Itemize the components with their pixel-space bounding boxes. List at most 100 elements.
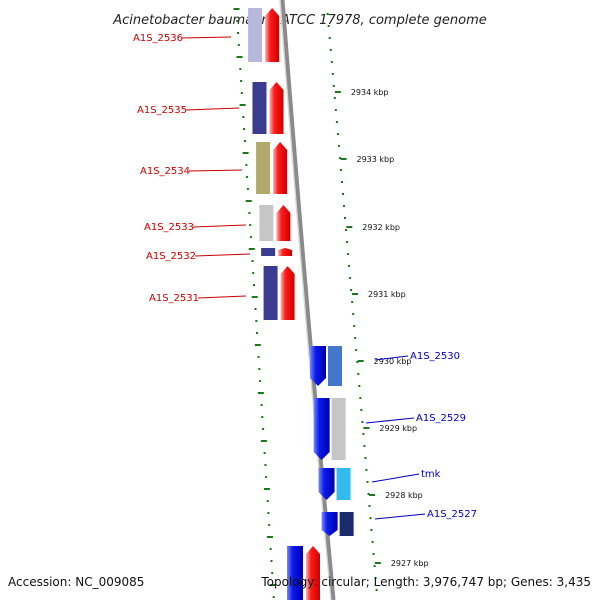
track-dot-right [349,277,352,279]
track-dot-left [269,548,272,550]
gene-label-tmk: tmk [421,469,441,480]
gene-leader-line [181,36,232,39]
track-dot-right [373,565,376,567]
track-dot-right [341,181,343,183]
track-dot-left [240,80,243,82]
track-dot-right [334,109,337,111]
track-dot-right [363,445,366,447]
cog-block-a1s_2534 [256,142,271,194]
gene-label-a1s_2531: A1S_2531 [149,293,199,304]
track-dot-right [359,397,362,399]
track-dot-right [362,433,365,435]
track-dot-left [251,260,254,262]
kbp-tick-label: 2928 kbp [385,491,423,500]
gene-label-a1s_2532: A1S_2532 [146,251,196,262]
cog-block-a1s_2529 [331,398,346,460]
track-dot-right [366,481,369,483]
cog-block-a1s_2532 [261,248,276,256]
track-dot-right [342,193,344,195]
kbp-tick-label: 2929 kbp [379,424,417,433]
track-dot-right [338,157,341,159]
track-dot-left [246,176,249,178]
kbp-tick-mark [374,562,381,564]
cog-block-a1s_2536 [248,8,263,62]
track-dot-left [239,68,242,70]
track-dot-left [257,356,260,358]
track-dot-left [248,212,251,214]
gene-leader-line [194,253,251,257]
track-dot-right [327,25,330,27]
track-dot-left [254,344,261,346]
kbp-tick-label: 2934 kbp [351,88,389,97]
forward-cds-a1s_2534 [273,142,288,194]
track-dot-left [249,224,252,226]
track-dot-right [350,289,353,291]
gene-label-a1s_2527: A1S_2527 [427,509,477,520]
gene-label-a1s_2529: A1S_2529 [416,413,466,424]
cog-block-a1s_2527 [339,512,354,536]
track-dot-right [344,217,346,219]
track-dot-left [237,32,239,34]
track-dot-right [356,361,359,363]
track-dot-right [351,301,354,303]
reverse-cds-a1s_2530 [310,346,326,386]
track-dot-left [246,188,249,190]
track-dot-right [337,145,340,147]
forward-cds-a1s_2535 [269,82,284,134]
kbp-tick-label: 2931 kbp [368,290,406,299]
gene-leader-line [374,355,409,361]
track-dot-left [253,284,255,286]
gene-label-a1s_2533: A1S_2533 [144,222,194,233]
track-dot-right [375,589,378,591]
track-dot-right [371,541,374,543]
track-dot-left [243,140,246,142]
track-dot-left [260,440,267,442]
track-dot-left [258,368,261,370]
track-dot-right [335,121,338,123]
track-dot-left [233,8,240,10]
track-dot-right [372,553,375,555]
track-dot-right [339,169,342,171]
track-dot-right [331,73,334,75]
track-dot-left [271,572,274,574]
forward-cds-a1s_2532 [278,248,293,256]
track-dot-left [260,404,263,406]
track-dot-left [236,20,239,22]
track-dot-left [263,452,266,454]
track-dot-right [365,469,368,471]
track-dot-right [355,349,358,351]
track-dot-left [254,308,257,310]
track-dot-left [240,92,243,94]
reverse-cds-a1s_2529 [313,398,330,460]
track-dot-left [266,536,273,538]
track-dot-left [265,476,268,478]
track-dot-right [364,457,367,459]
track-dot-left [236,56,243,58]
track-dot-right [358,385,361,387]
track-dot-right [345,229,347,231]
track-dot-left [255,320,258,322]
gene-features [248,8,354,600]
map-title: Acinetobacter baumannii ATCC 17978, comp… [112,13,487,28]
cog-block-tmk [336,468,351,500]
forward-cds-a1s_2533 [276,205,291,241]
track-dot-left [245,200,252,202]
reverse-cds-partial [287,546,303,600]
reverse-cds-a1s_2527 [321,512,338,536]
track-dot-left [262,428,265,430]
track-dot-right [336,133,339,135]
accession-text: Accession: NC_009085 [8,575,144,589]
track-dot-left [237,44,240,46]
kbp-tick-mark [363,427,370,429]
kbp-tick-mark [369,494,376,496]
track-dot-right [329,49,332,51]
gene-leader-line [188,169,243,172]
track-dot-right [360,409,363,411]
gene-leader-line [192,224,247,228]
forward-cds-a1s_2531 [280,266,295,320]
gene-label-a1s_2535: A1S_2535 [137,105,187,116]
track-dot-right [348,265,351,267]
kbp-tick-mark [346,226,353,228]
track-dot-left [263,488,270,490]
